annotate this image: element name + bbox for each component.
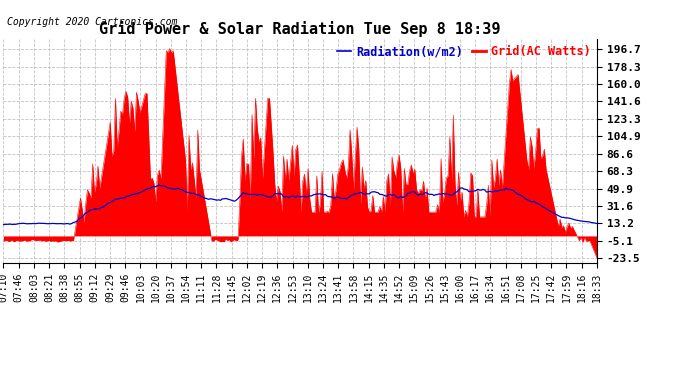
Title: Grid Power & Solar Radiation Tue Sep 8 18:39: Grid Power & Solar Radiation Tue Sep 8 1… — [99, 21, 501, 37]
Legend: Radiation(w/m2), Grid(AC Watts): Radiation(w/m2), Grid(AC Watts) — [337, 45, 591, 58]
Text: Copyright 2020 Cartronics.com: Copyright 2020 Cartronics.com — [7, 17, 177, 27]
